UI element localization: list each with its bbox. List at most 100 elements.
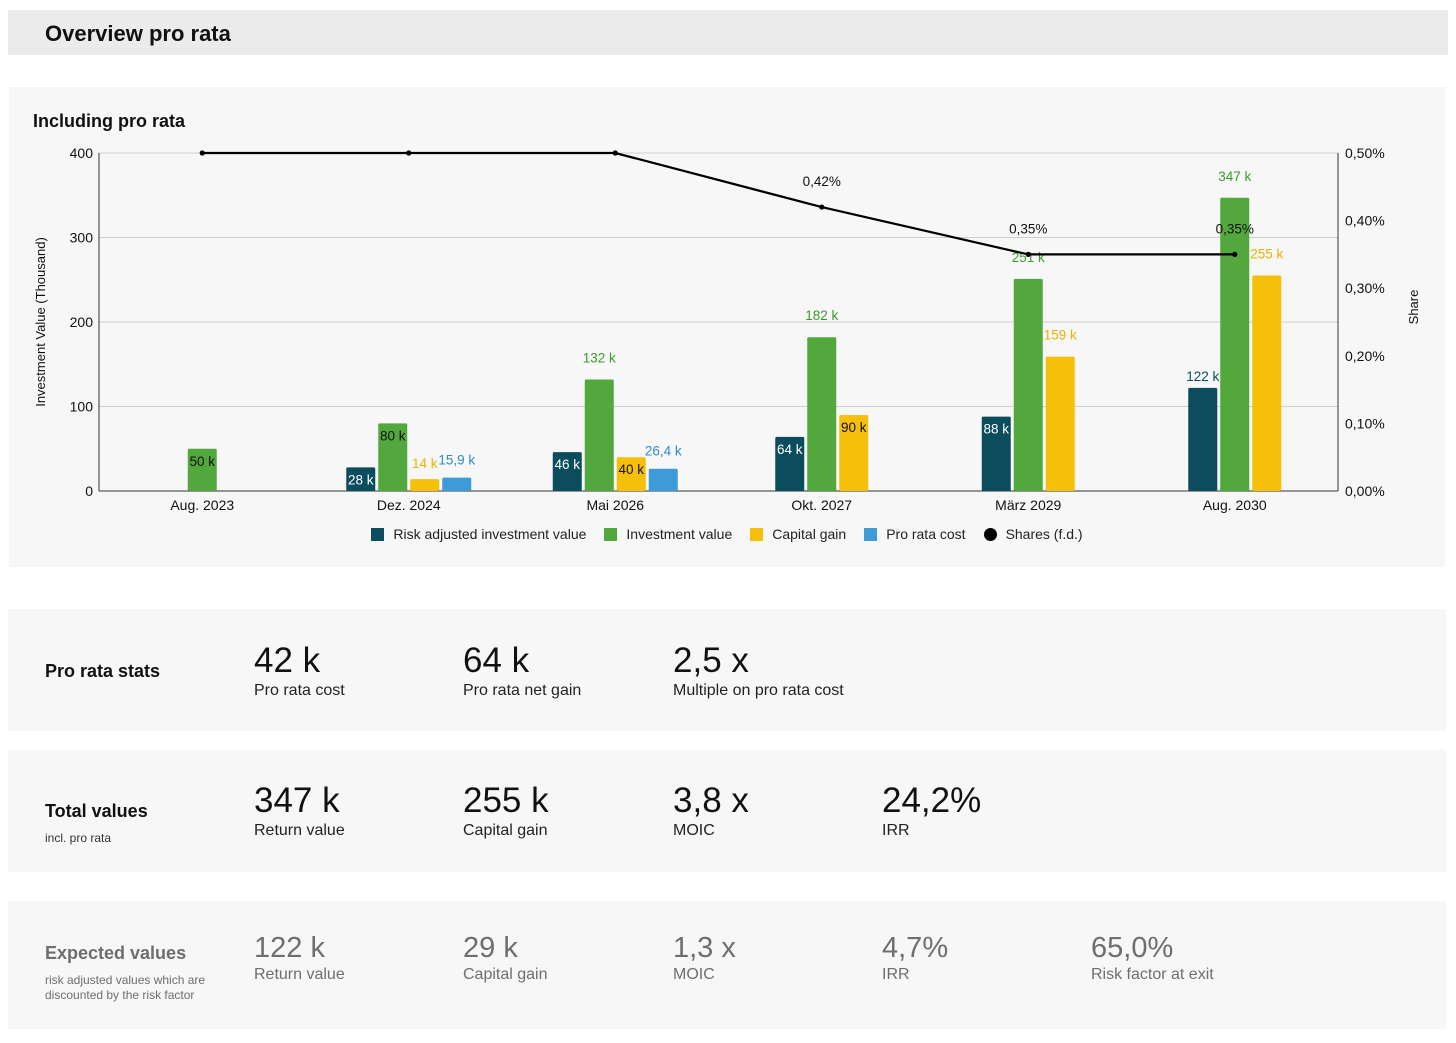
data-label: 26,4 k [645, 444, 682, 459]
stat-value: 1,3 x [673, 932, 736, 964]
stat-label: Pro rata net gain [463, 682, 582, 699]
total-values-panel: Total values incl. pro rata 347 k Return… [8, 750, 1446, 872]
page-header: Overview pro rata [8, 10, 1448, 55]
shares-point [819, 204, 825, 210]
pro-rata-chart: 0 100 200 300 400 0,00% 0,10% 0,20% 0,30% 0,40% 0,… [33, 145, 1421, 513]
y2-tick-label: 0,30% [1345, 280, 1385, 296]
legend-dot-shares [983, 527, 997, 541]
shares-label: 0,42% [803, 174, 841, 189]
bar-investment-value [187, 448, 217, 491]
y-tick-label: 200 [70, 314, 94, 330]
chart-panel: Including pro rata 0 100 200 300 400 0,00% 0,1… [9, 87, 1445, 567]
legend-swatch-investment-value [604, 527, 618, 541]
legend-label-investment-value: Investment value [626, 526, 733, 542]
data-label: 159 k [1044, 328, 1077, 343]
legend-swatch-capital-gain [750, 527, 764, 541]
data-label: 28 k [348, 472, 374, 487]
stat-value: 4,7% [882, 932, 949, 964]
y2-axis-title: Share [1406, 290, 1421, 325]
legend-label-pro-rata-cost: Pro rata cost [886, 526, 966, 542]
legend-item-pro-rata-cost[interactable]: Pro rata cost [864, 526, 966, 542]
legend-item-shares[interactable]: Shares (f.d.) [983, 526, 1083, 542]
page-title: Overview pro rata [45, 21, 231, 46]
x-tick-label: März 2029 [995, 497, 1061, 513]
y-tick-label: 400 [70, 145, 94, 161]
y2-tick-label: 0,10% [1345, 415, 1385, 431]
stat-value: 3,8 x [673, 781, 749, 820]
total-values-sub: incl. pro rata [45, 831, 112, 845]
shares-label: 0,35% [1009, 221, 1047, 236]
bar-investment-value [1220, 197, 1250, 491]
data-label: 40 k [618, 462, 644, 477]
stat-value: 29 k [463, 932, 518, 964]
y-tick-label: 100 [70, 399, 94, 415]
data-label: 255 k [1250, 247, 1283, 262]
shares-point [1232, 251, 1238, 257]
expected-values-panel: Expected values risk adjusted values whi… [8, 901, 1446, 1029]
legend-label-risk-adjusted: Risk adjusted investment value [393, 526, 587, 542]
stat-return-value: 347 k Return value [254, 781, 345, 840]
y2-tick-label: 0,40% [1345, 213, 1385, 229]
stat-value: 24,2% [882, 781, 982, 820]
stat-value: 65,0% [1091, 932, 1174, 964]
stat-label: Capital gain [463, 822, 548, 839]
stat-label: MOIC [673, 822, 715, 839]
expected-values-label: Expected values [45, 943, 187, 963]
stat-value: 347 k [254, 781, 340, 820]
data-label: 46 k [554, 457, 580, 472]
y2-tick-label: 0,20% [1345, 348, 1385, 364]
data-label: 88 k [983, 422, 1009, 437]
legend-swatch-risk-adjusted [371, 527, 385, 541]
shares-point [406, 150, 412, 156]
x-tick-label: Aug. 2023 [170, 497, 234, 513]
bar-capital-gain [410, 479, 440, 491]
bar-capital-gain [839, 414, 869, 491]
pro-rata-stats-panel: Pro rata stats 42 k Pro rata cost 64 k P… [8, 609, 1446, 731]
stat-label: IRR [882, 822, 910, 839]
x-tick-label: Okt. 2027 [791, 497, 852, 513]
stat-multiple-on-pro-rata-cost: 2,5 x Multiple on pro rata cost [673, 641, 844, 700]
legend-item-capital-gain[interactable]: Capital gain [750, 526, 846, 542]
bar-risk-adjusted-investment-value [552, 452, 582, 491]
total-values-label: Total values [45, 801, 148, 821]
legend-label-shares: Shares (f.d.) [1005, 526, 1083, 542]
stat-pro-rata-net-gain: 64 k Pro rata net gain [463, 641, 581, 700]
data-label: 347 k [1218, 169, 1251, 184]
stat-value: 122 k [254, 932, 325, 964]
x-tick-label: Dez. 2024 [377, 497, 441, 513]
expected-values-sub: risk adjusted values which are discounte… [45, 973, 206, 1002]
shares-label: 0,35% [1216, 221, 1254, 236]
bar-capital-gain [1252, 275, 1282, 491]
stat-label: Return value [254, 966, 345, 983]
stat-label: Risk factor at exit [1091, 966, 1214, 983]
shares-point [612, 150, 618, 156]
data-label: 50 k [189, 454, 215, 469]
legend-item-risk-adjusted[interactable]: Risk adjusted investment value [371, 526, 586, 542]
bar-investment-value [1013, 278, 1043, 491]
stat-label: IRR [882, 966, 910, 983]
y2-tick-label: 0,50% [1345, 145, 1385, 161]
legend-item-investment-value[interactable]: Investment value [604, 526, 732, 542]
data-label: 14 k [412, 456, 438, 471]
bar-risk-adjusted-investment-value [775, 436, 805, 491]
stat-label: MOIC [673, 966, 715, 983]
stat-value: 2,5 x [673, 641, 749, 680]
shares-point [1025, 251, 1031, 257]
y-tick-label: 0 [85, 483, 93, 499]
stat-expected-capital-gain: 29 k Capital gain [463, 931, 548, 984]
stat-irr: 24,2% IRR [882, 781, 981, 840]
bar-risk-adjusted-investment-value [346, 467, 376, 491]
bar-pro-rata-cost [442, 477, 472, 491]
bar-investment-value [807, 337, 837, 491]
stat-expected-irr: 4,7% IRR [882, 931, 948, 984]
bar-investment-value [584, 379, 614, 491]
legend-swatch-pro-rata-cost [864, 527, 878, 541]
data-label: 15,9 k [438, 453, 475, 468]
pro-rata-stats-label: Pro rata stats [45, 661, 161, 681]
bar-investment-value [378, 423, 408, 491]
data-label: 122 k [1186, 369, 1219, 384]
stat-risk-factor-at-exit: 65,0% Risk factor at exit [1091, 931, 1214, 984]
stat-capital-gain: 255 k Capital gain [463, 781, 549, 840]
y2-tick-label: 0,00% [1345, 483, 1385, 499]
y-tick-label: 300 [70, 230, 94, 246]
